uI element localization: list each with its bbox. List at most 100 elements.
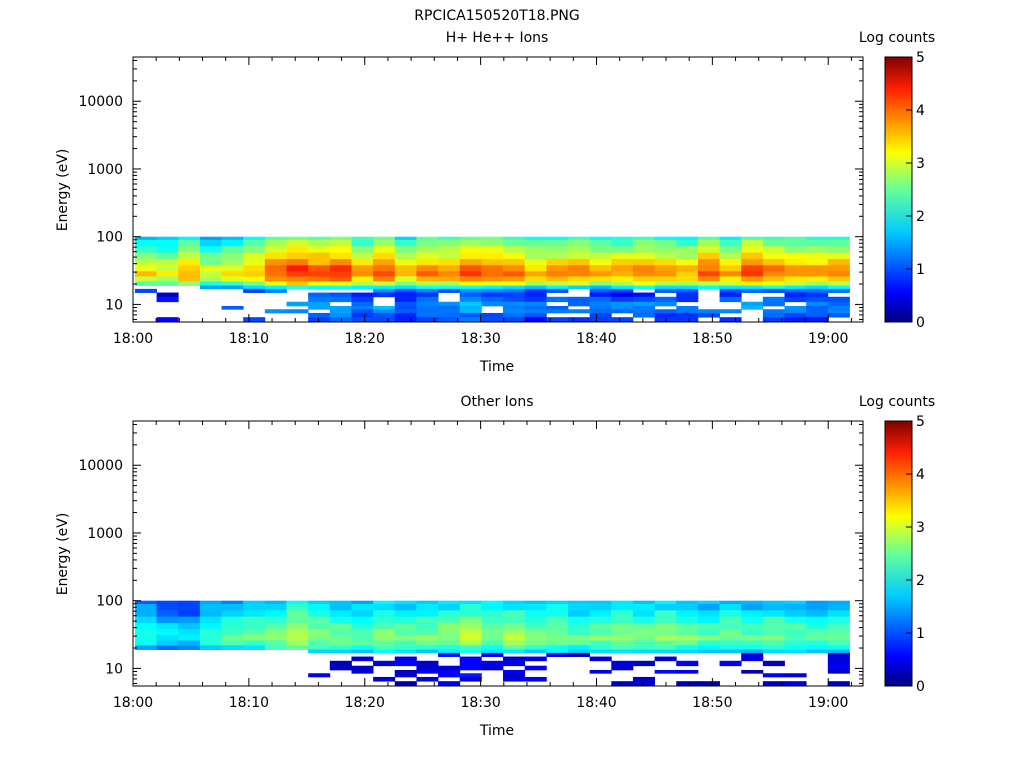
heatmap-cell <box>806 616 829 624</box>
heatmap-cell <box>741 645 764 650</box>
heatmap-cell <box>329 281 352 286</box>
heatmap-cell <box>438 652 461 657</box>
heatmap-cell <box>308 281 331 286</box>
heatmap-cell <box>676 252 699 260</box>
heatmap-cell <box>611 246 634 254</box>
heatmap-cell <box>373 640 396 646</box>
heatmap-cell <box>264 288 287 293</box>
heatmap-cell <box>438 635 461 641</box>
heatmap-cell <box>806 603 829 611</box>
heatmap-cell <box>264 603 287 611</box>
heatmap-cell <box>632 312 655 318</box>
heatmap-cell <box>459 665 482 671</box>
heatmap-cell <box>784 285 807 290</box>
heatmap-cell <box>481 276 504 282</box>
heatmap-cell <box>221 252 244 260</box>
heatmap-cell <box>351 309 374 314</box>
heatmap-cell <box>416 610 439 618</box>
heatmap-cell <box>199 271 222 277</box>
heatmap-cell <box>221 265 244 272</box>
heatmap-cell <box>654 669 677 674</box>
heatmap-cell <box>199 236 222 241</box>
heatmap-cell <box>416 239 439 247</box>
heatmap-cell <box>741 288 764 293</box>
heatmap-cell <box>589 312 612 318</box>
heatmap-cell <box>221 259 244 266</box>
heatmap-cell <box>632 285 655 290</box>
heatmap-cell <box>654 252 677 260</box>
y-tick-label: 100 <box>96 230 123 246</box>
heatmap-cell <box>459 252 482 260</box>
heatmap-cell <box>589 292 612 298</box>
heatmap-cell <box>741 652 764 657</box>
heatmap-cell <box>524 665 547 671</box>
heatmap-cell <box>308 296 331 303</box>
heatmap-cell <box>676 681 699 687</box>
colorbar-tick-label: 5 <box>916 50 925 66</box>
heatmap-cell <box>308 616 331 624</box>
heatmap-cell <box>827 296 850 303</box>
heatmap-cell <box>286 600 309 605</box>
heatmap-cell <box>438 629 461 636</box>
heatmap-cell <box>697 276 720 282</box>
heatmap-cell <box>546 610 569 618</box>
heatmap-cell <box>546 259 569 266</box>
heatmap-cell <box>156 629 179 636</box>
heatmap-cell <box>719 660 742 667</box>
heatmap-cell <box>373 676 396 682</box>
heatmap-cell <box>524 236 547 241</box>
heatmap-cell <box>308 635 331 641</box>
heatmap-cell <box>243 629 266 636</box>
y-tick-label: 100 <box>96 594 123 610</box>
y-tick-label: 1000 <box>87 526 123 542</box>
heatmap-cell <box>676 629 699 636</box>
heatmap-cell <box>481 285 504 290</box>
heatmap-cell <box>546 239 569 247</box>
heatmap-cell <box>416 600 439 605</box>
heatmap-cell <box>178 629 201 636</box>
heatmap-cell <box>632 681 655 687</box>
heatmap-cell <box>416 246 439 254</box>
heatmap-cell <box>632 239 655 247</box>
heatmap-cell <box>308 259 331 266</box>
axis-ticks: 18:00 18:10 18:20 18:30 18:40 18:50 19:00 10 100… <box>78 421 863 711</box>
heatmap-cell <box>784 236 807 241</box>
heatmap-cell <box>438 281 461 286</box>
heatmap-cell <box>719 600 742 605</box>
heatmap-cell <box>243 271 266 277</box>
heatmap-cell <box>567 239 591 247</box>
heatmap-cell <box>351 281 374 286</box>
heatmap-cell <box>697 252 720 260</box>
heatmap-cell <box>481 623 504 630</box>
heatmap-cell <box>459 629 482 636</box>
heatmap-cell <box>762 645 785 650</box>
heatmap-cell <box>654 271 677 277</box>
heatmap-cell <box>762 259 785 266</box>
colorbar-frame <box>884 56 913 323</box>
heatmap-cell <box>459 276 482 282</box>
heatmap-cell <box>221 610 244 618</box>
heatmap-cell <box>762 603 785 611</box>
heatmap-cell <box>632 292 655 298</box>
heatmap-cell <box>481 665 504 671</box>
heatmap-cell <box>503 616 526 624</box>
heatmap-cell <box>697 616 720 624</box>
heatmap-cell <box>351 239 374 247</box>
heatmap-cell <box>806 285 829 290</box>
heatmap-cell <box>762 301 785 307</box>
heatmap-cell <box>416 640 439 646</box>
heatmap-cell <box>806 629 829 636</box>
heatmap-cell <box>373 616 396 624</box>
heatmap-cell <box>416 292 439 298</box>
heatmap-cell <box>546 652 569 657</box>
heatmap-cell <box>654 635 677 641</box>
heatmap-cell <box>719 259 742 266</box>
heatmap-cell <box>351 616 374 624</box>
heatmap-cell <box>459 600 482 605</box>
heatmap-cell <box>741 640 764 646</box>
heatmap-cell <box>762 276 785 282</box>
heatmap-cell <box>546 309 569 314</box>
colorbar-tick-label: 0 <box>916 679 925 695</box>
heatmap-cell <box>264 640 287 646</box>
heatmap-cell <box>719 649 742 654</box>
